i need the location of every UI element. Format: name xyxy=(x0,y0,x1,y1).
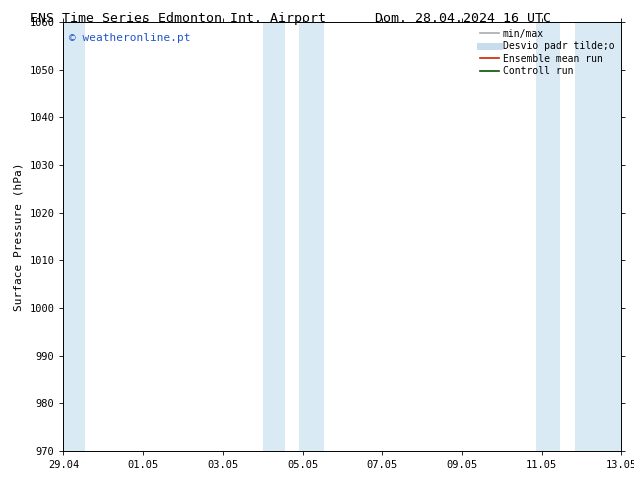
Y-axis label: Surface Pressure (hPa): Surface Pressure (hPa) xyxy=(14,162,24,311)
Text: Dom. 28.04.2024 16 UTC: Dom. 28.04.2024 16 UTC xyxy=(375,12,551,25)
Text: ENS Time Series Edmonton Int. Airport: ENS Time Series Edmonton Int. Airport xyxy=(30,12,325,25)
Text: © weatheronline.pt: © weatheronline.pt xyxy=(69,33,190,43)
Bar xyxy=(299,22,325,451)
Bar xyxy=(576,22,623,451)
Bar xyxy=(61,22,86,451)
Legend: min/max, Desvio padr tilde;o, Ensemble mean run, Controll run: min/max, Desvio padr tilde;o, Ensemble m… xyxy=(477,27,616,78)
Bar xyxy=(262,22,285,451)
Bar xyxy=(536,22,560,451)
